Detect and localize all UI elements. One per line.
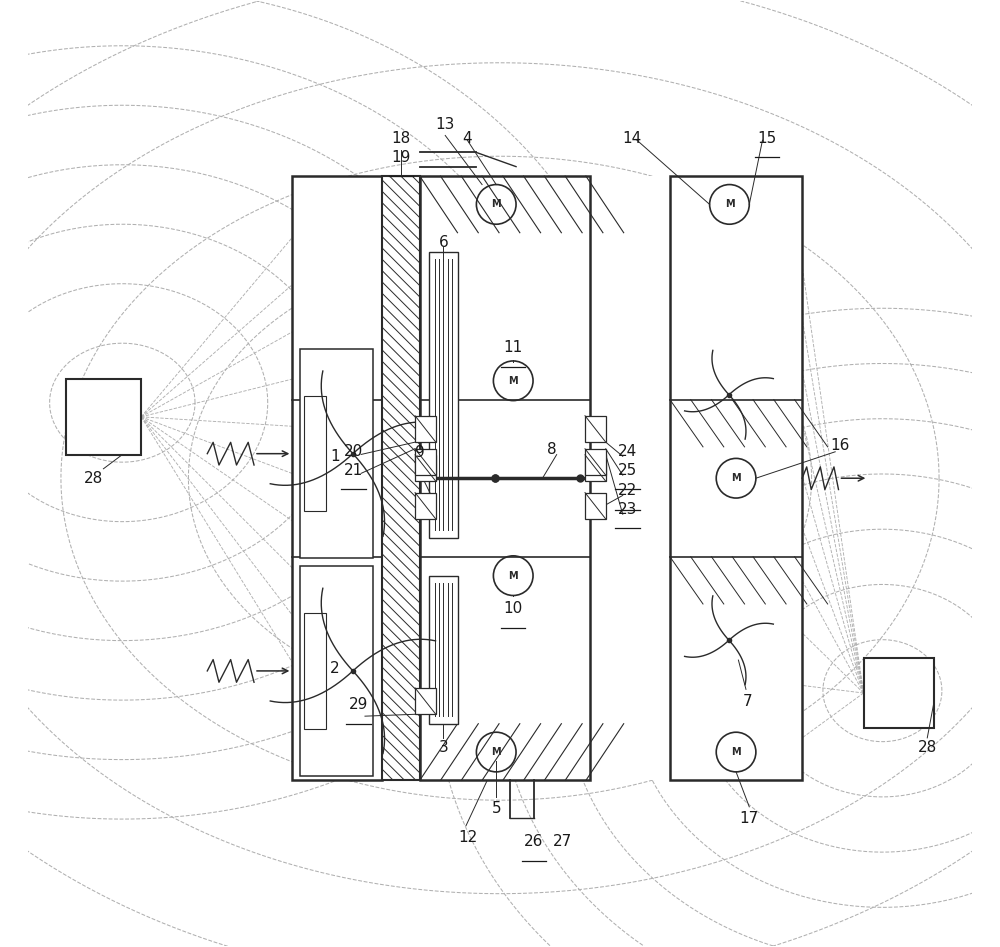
Text: 26: 26	[524, 834, 544, 849]
Bar	[585, 492, 606, 519]
Text: 2: 2	[330, 661, 340, 676]
Text: 1: 1	[330, 449, 340, 464]
Bar	[585, 455, 606, 481]
Text: 29: 29	[349, 697, 368, 712]
Text: 28: 28	[84, 471, 104, 486]
Text: 6: 6	[438, 235, 448, 250]
Bar	[66, 379, 141, 455]
Bar	[304, 396, 326, 511]
Text: M: M	[508, 571, 518, 581]
Text: M: M	[725, 200, 734, 209]
Text: 27: 27	[553, 834, 572, 849]
Text: M: M	[731, 747, 741, 757]
Bar	[382, 176, 420, 780]
Text: M: M	[508, 376, 518, 385]
Text: 13: 13	[436, 116, 455, 132]
Bar	[670, 176, 802, 780]
Text: 9: 9	[415, 445, 425, 460]
Text: 7: 7	[743, 694, 753, 709]
Bar	[585, 449, 606, 475]
Text: 5: 5	[491, 801, 501, 816]
Text: 17: 17	[740, 811, 759, 826]
Text: 25: 25	[618, 463, 637, 478]
Text: 20: 20	[344, 444, 363, 459]
Bar	[415, 449, 436, 475]
Bar	[304, 614, 326, 728]
Bar	[415, 492, 436, 519]
Text: 10: 10	[504, 601, 523, 616]
Bar	[864, 657, 934, 728]
Bar	[420, 176, 590, 780]
Text: M: M	[491, 200, 501, 209]
Bar	[300, 349, 373, 559]
Text: 21: 21	[344, 463, 363, 478]
Bar	[415, 416, 436, 442]
Text: 14: 14	[623, 131, 642, 146]
Bar	[429, 576, 458, 724]
Bar	[585, 416, 606, 442]
Text: 12: 12	[458, 830, 478, 845]
Text: 28: 28	[918, 740, 937, 755]
Bar	[292, 176, 382, 780]
Bar	[300, 566, 373, 776]
Text: 4: 4	[463, 131, 472, 146]
Text: 15: 15	[758, 131, 777, 146]
Text: 11: 11	[504, 340, 523, 355]
Bar	[415, 455, 436, 481]
Text: 16: 16	[830, 438, 850, 453]
Bar	[415, 688, 436, 714]
Bar	[292, 176, 802, 780]
Text: M: M	[731, 474, 741, 483]
Text: 24: 24	[618, 444, 637, 459]
Text: 22: 22	[618, 483, 637, 498]
Text: 19: 19	[391, 150, 411, 165]
Text: 23: 23	[618, 502, 637, 517]
Text: 18: 18	[391, 131, 410, 146]
Text: 8: 8	[547, 442, 557, 457]
Text: M: M	[491, 747, 501, 757]
Bar	[429, 252, 458, 538]
Text: 3: 3	[438, 740, 448, 755]
